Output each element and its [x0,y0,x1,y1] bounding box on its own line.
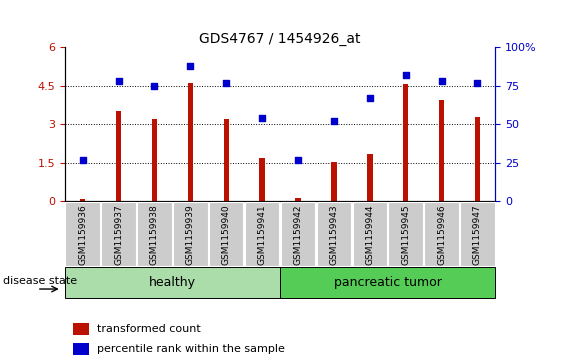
Text: GSM1159941: GSM1159941 [258,204,267,265]
Text: GSM1159944: GSM1159944 [365,204,374,265]
Text: GSM1159942: GSM1159942 [293,204,302,265]
Text: GSM1159938: GSM1159938 [150,204,159,265]
FancyBboxPatch shape [101,202,136,266]
Point [114,78,123,84]
Bar [152,119,157,201]
Point [437,78,446,84]
Text: GSM1159936: GSM1159936 [78,204,87,265]
Bar [187,83,193,201]
FancyBboxPatch shape [317,202,351,266]
Bar [224,119,229,201]
Text: GSM1159939: GSM1159939 [186,204,195,265]
FancyBboxPatch shape [65,202,100,266]
FancyBboxPatch shape [352,202,387,266]
FancyBboxPatch shape [461,202,495,266]
Bar [403,85,408,201]
Text: percentile rank within the sample: percentile rank within the sample [97,344,285,354]
Bar [80,199,86,201]
Text: healthy: healthy [149,276,196,289]
Point [329,118,338,124]
Bar [475,117,480,201]
FancyBboxPatch shape [137,202,172,266]
Point [150,83,159,89]
Text: GSM1159946: GSM1159946 [437,204,446,265]
Point [78,157,87,163]
Text: GSM1159943: GSM1159943 [329,204,338,265]
Text: GSM1159947: GSM1159947 [473,204,482,265]
Bar [439,100,444,201]
Text: transformed count: transformed count [97,324,201,334]
Point [293,157,302,163]
FancyBboxPatch shape [425,202,459,266]
Bar [65,267,280,298]
Bar [367,154,373,201]
Point [258,115,267,121]
FancyBboxPatch shape [173,202,208,266]
FancyBboxPatch shape [281,202,315,266]
Point [186,63,195,69]
Text: pancreatic tumor: pancreatic tumor [334,276,442,289]
Point [473,80,482,86]
Bar [280,267,495,298]
Bar [116,111,121,201]
Text: GSM1159937: GSM1159937 [114,204,123,265]
Bar [73,343,89,355]
Bar [260,158,265,201]
FancyBboxPatch shape [209,202,243,266]
FancyBboxPatch shape [245,202,279,266]
FancyBboxPatch shape [388,202,423,266]
Title: GDS4767 / 1454926_at: GDS4767 / 1454926_at [199,32,361,46]
Bar [296,198,301,201]
Text: GSM1159940: GSM1159940 [222,204,231,265]
Text: disease state: disease state [3,276,77,286]
Point [365,95,374,101]
Bar [331,162,337,201]
Point [222,80,231,86]
Point [401,72,410,78]
Bar [73,323,89,335]
Text: GSM1159945: GSM1159945 [401,204,410,265]
